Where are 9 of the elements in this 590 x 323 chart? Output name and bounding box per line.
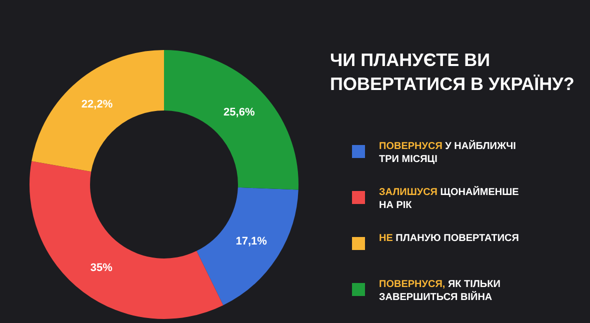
data-label: 25,6% [224,106,255,118]
legend-label: ПОВЕРНУСЯ, ЯК ТІЛЬКИ ЗАВЕРШИТЬСЯ ВІЙНА [379,278,502,304]
text: ЧИ ПЛАНУЄТЕ ВИ ПОВЕРТАТИСЯ В УКРАЇНУ? [330,49,576,96]
data-label: 17,1% [236,235,268,248]
legend-label: НЕ ПЛАНУЮ ПОВЕРТАТИСЯ [379,232,520,245]
category-label: ЗАЛИШУСЯ ЩОНАЙМЕНШЕ НА РІК [379,187,519,211]
legend-label: ПОВЕРНУСЯ У НАЙБЛИЖЧІ ТРИ МІСЯЦІ [379,140,517,166]
data-label: 22,2% [81,98,113,111]
data-label: 35% [90,262,113,274]
